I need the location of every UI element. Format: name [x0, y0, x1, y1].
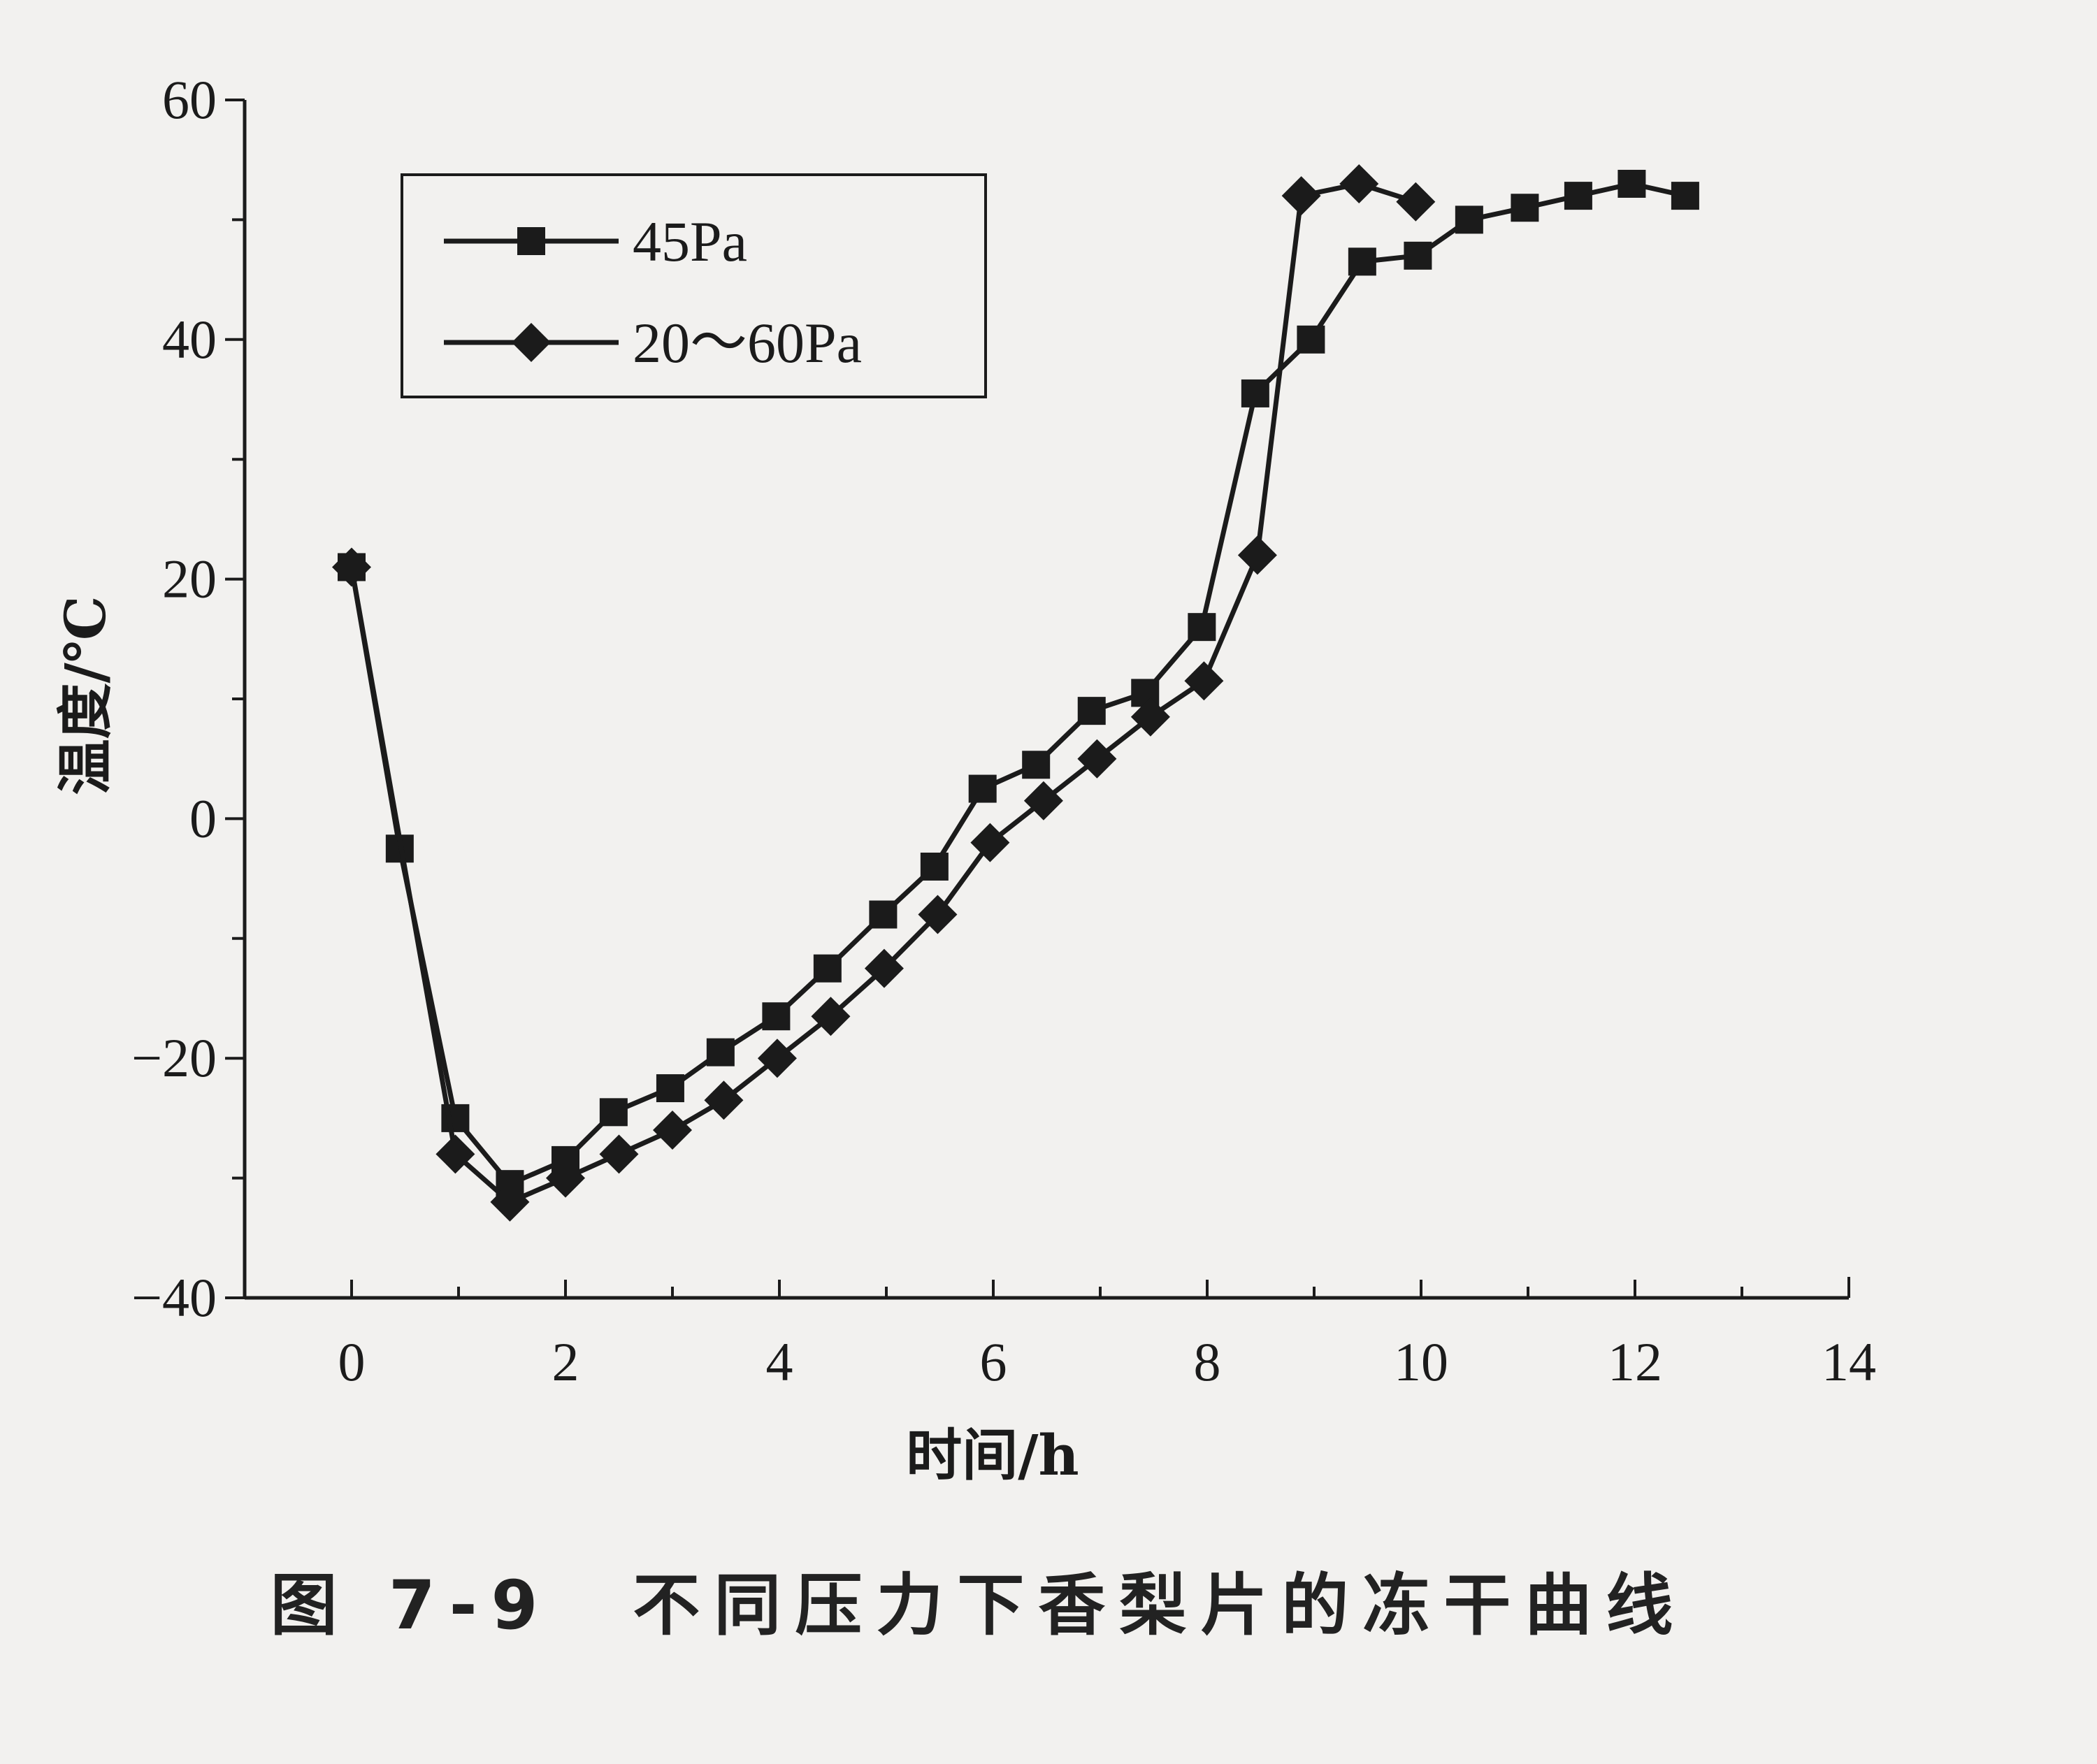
x-tick-label: 14	[1822, 1331, 1876, 1392]
x-tick-label: 8	[1194, 1331, 1221, 1392]
series-layer	[332, 164, 1699, 1222]
data-point	[1511, 194, 1539, 222]
legend-marker	[512, 323, 551, 362]
data-point	[968, 774, 997, 803]
series-2	[332, 164, 1436, 1222]
data-point	[757, 1039, 797, 1078]
axes: −40 −20 0 20 40 60 0 2 4 6 8 10 12 14	[131, 69, 1876, 1392]
data-point	[1237, 535, 1277, 575]
series-1	[338, 169, 1699, 1199]
data-point	[1188, 613, 1216, 642]
y-tick-label: 20	[162, 549, 217, 609]
series-line	[349, 181, 1417, 1205]
data-point	[920, 852, 949, 881]
data-point	[1339, 164, 1379, 203]
x-tick-label: 12	[1608, 1331, 1662, 1392]
y-tick-label: −40	[131, 1267, 217, 1328]
y-tick-label: 60	[162, 69, 217, 130]
data-point	[1281, 176, 1321, 216]
legend-label: 20～60Pa	[633, 311, 862, 375]
legend-box	[401, 173, 987, 398]
y-tick-label: −20	[131, 1027, 217, 1088]
data-point	[1023, 781, 1063, 820]
data-point	[918, 895, 958, 934]
data-point	[1184, 661, 1224, 701]
legend: 45Pa 20～60Pa	[401, 173, 987, 398]
data-point	[704, 1080, 744, 1120]
data-point	[1564, 182, 1592, 210]
y-tick-label: 0	[189, 788, 217, 848]
data-point	[435, 1134, 475, 1174]
data-point	[1348, 247, 1376, 276]
data-point	[656, 1074, 684, 1103]
legend-marker	[517, 227, 545, 255]
x-tick-label: 0	[338, 1331, 366, 1392]
legend-label: 45Pa	[633, 210, 747, 273]
data-point	[1396, 182, 1436, 222]
data-point	[1022, 751, 1051, 779]
data-point	[706, 1038, 735, 1067]
data-point	[1241, 379, 1269, 407]
data-point	[599, 1134, 639, 1174]
data-point	[653, 1111, 692, 1150]
figure-caption: 图 7-9 不同压力下香梨片的冻干曲线	[271, 1566, 1687, 1644]
data-point	[869, 900, 898, 929]
data-point	[1455, 205, 1483, 234]
data-point	[1404, 241, 1432, 270]
data-point	[1617, 169, 1646, 198]
data-point	[1077, 739, 1117, 779]
data-point	[546, 1158, 585, 1198]
data-point	[1297, 325, 1325, 354]
x-tick-label: 2	[552, 1331, 579, 1392]
data-point	[762, 1002, 791, 1031]
data-point	[1130, 697, 1170, 737]
series-line	[349, 181, 1686, 1187]
x-tick-label: 4	[766, 1331, 793, 1392]
x-tick-label: 6	[980, 1331, 1007, 1392]
x-tick-label: 10	[1394, 1331, 1448, 1392]
x-axis-title: 时间/h	[906, 1422, 1079, 1488]
data-point	[599, 1098, 628, 1127]
data-point	[970, 823, 1010, 862]
data-point	[1671, 182, 1699, 210]
data-point	[813, 954, 842, 983]
y-tick-label: 40	[162, 309, 217, 370]
y-axis-title: 温度/℃	[52, 595, 118, 795]
data-point	[811, 997, 851, 1036]
data-point	[490, 1182, 530, 1222]
data-point	[864, 948, 904, 988]
data-point	[1077, 697, 1106, 725]
data-point	[332, 547, 371, 587]
